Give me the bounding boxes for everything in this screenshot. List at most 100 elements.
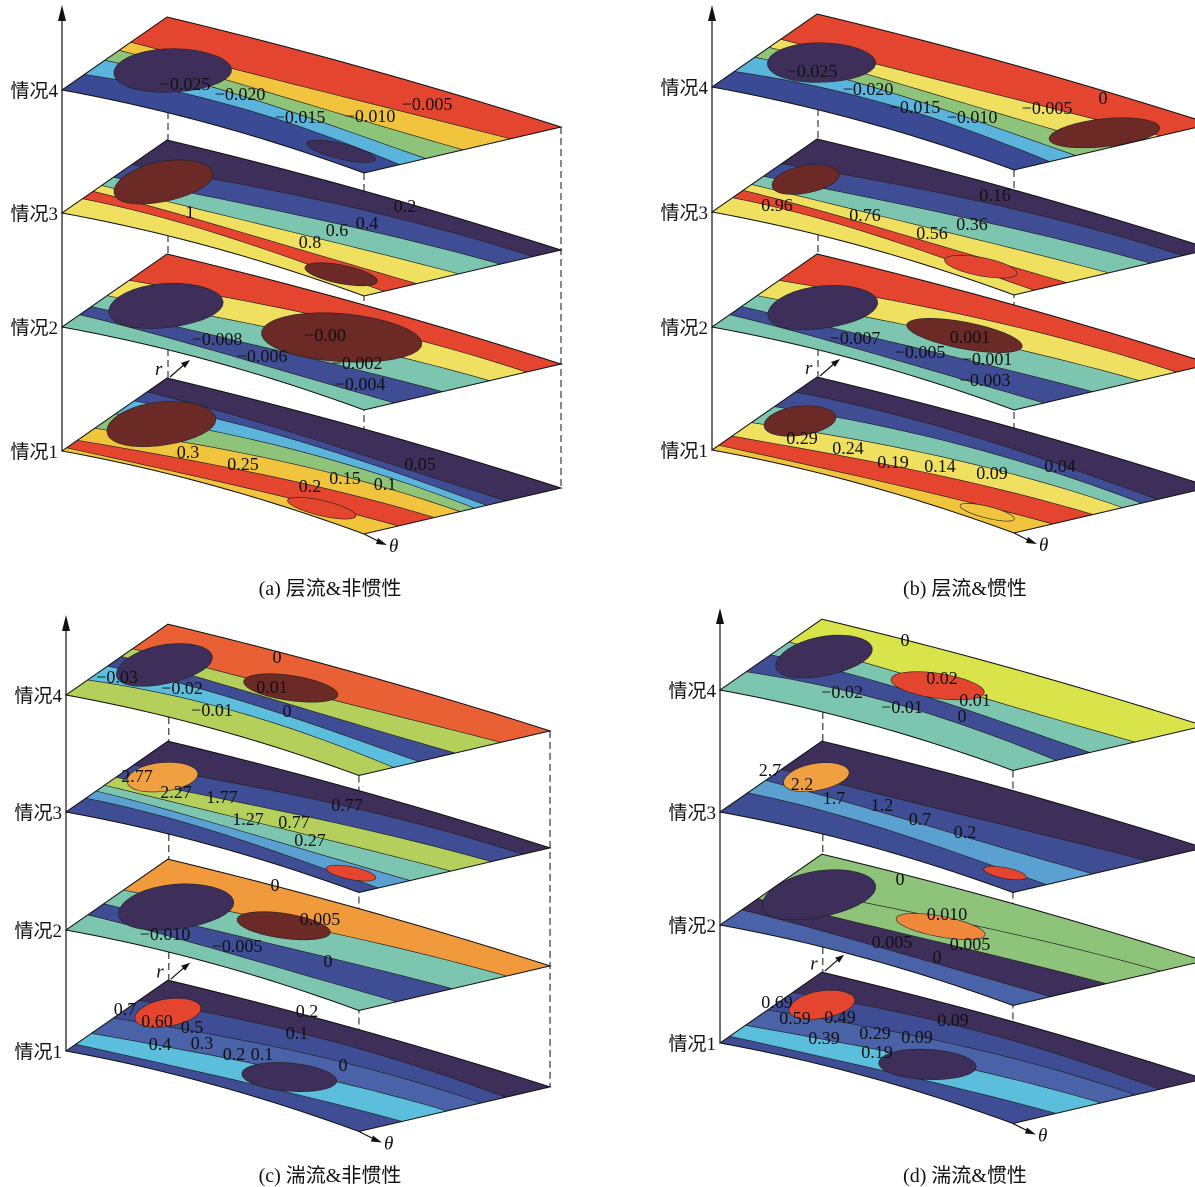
contour-value-label: −0.010 — [140, 924, 191, 944]
contour-value-label: 0 — [271, 875, 280, 895]
contour-spot — [959, 503, 1015, 522]
contour-value-label: 0.5 — [181, 1017, 204, 1037]
layer-outline — [710, 253, 1195, 411]
contour-value-label: 0.25 — [227, 454, 259, 474]
contour-core — [126, 761, 199, 793]
contour-value-label: −0.005 — [895, 342, 946, 362]
case-label: 情况3 — [668, 802, 716, 824]
contour-value-label: 0.6 — [326, 220, 349, 240]
case-label: 情况2 — [10, 317, 58, 339]
contour-value-label: −0.015 — [275, 107, 326, 127]
contour-layer — [710, 13, 1195, 171]
contour-value-label: 0.36 — [956, 214, 988, 234]
contour-core — [116, 643, 213, 687]
contour-value-label: 0.16 — [979, 185, 1011, 205]
contour-spot — [241, 1062, 338, 1092]
contour-layer — [718, 853, 1195, 1007]
contour-value-label: −0.02 — [821, 682, 863, 702]
contour-layer — [64, 979, 552, 1133]
contour-value-label: 0.4 — [149, 1034, 172, 1054]
arrowhead-icon — [1026, 537, 1037, 544]
contour-value-label: 2.27 — [160, 782, 192, 802]
panel-caption: (a) 层流&非惯性 — [259, 577, 402, 600]
layer-outline — [60, 253, 563, 411]
contour-value-label: −0.010 — [947, 107, 998, 127]
contour-value-label: −0.007 — [830, 328, 881, 348]
contour-value-label: 0.24 — [832, 438, 864, 458]
contour-value-label: 0.60 — [141, 1011, 173, 1031]
contour-value-label: 0 — [339, 1055, 348, 1075]
contour-spot — [287, 496, 357, 520]
contour-value-label: 0 — [901, 630, 910, 650]
contour-spot — [306, 139, 376, 163]
contour-layer — [718, 740, 1195, 894]
panel-b: 情况1 0.29 0.24 0.19 0.14 0.09 0.04 情况2 −0.007 −0.0… — [660, 5, 1195, 600]
contour-value-label: 0.09 — [937, 1010, 969, 1030]
contour-spot — [243, 673, 339, 703]
contour-core — [767, 42, 876, 83]
case-label: 情况2 — [14, 920, 62, 942]
contour-value-label: 0 — [273, 647, 282, 667]
contour-value-label: 0 — [896, 869, 905, 889]
contour-value-label: 0.4 — [356, 213, 379, 233]
contour-value-label: 0.2 — [223, 1044, 246, 1064]
r-axis-label: r — [156, 961, 164, 982]
contour-value-label: 0.01 — [959, 690, 991, 710]
case-label: 情况3 — [10, 203, 58, 225]
contour-spot — [895, 913, 986, 940]
contour-layer — [718, 618, 1195, 772]
layer-outline — [710, 13, 1195, 171]
contour-value-label: −0.003 — [960, 370, 1011, 390]
contour-core — [771, 164, 840, 195]
layer-outline — [60, 16, 563, 174]
contour-value-label: 0.1 — [286, 1023, 309, 1043]
contour-layer — [64, 858, 552, 1012]
contour-layer — [64, 740, 552, 894]
panel-caption: (b) 层流&惯性 — [903, 577, 1027, 600]
arrowhead-icon — [831, 359, 840, 367]
panel-caption: (d) 湍流&惯性 — [903, 1164, 1027, 1187]
contour-value-label: 1.7 — [823, 788, 846, 808]
contour-value-label: −0.025 — [787, 61, 838, 81]
case-label: 情况3 — [660, 202, 708, 224]
contour-layer — [60, 377, 563, 535]
panel-caption: (c) 湍流&非惯性 — [259, 1164, 402, 1187]
contour-layer — [718, 971, 1195, 1125]
r-axis-label: r — [805, 358, 813, 379]
layer-outline — [718, 971, 1195, 1125]
contour-spot — [325, 864, 377, 882]
layer-outline — [64, 740, 552, 894]
contour-core — [108, 282, 224, 329]
arrowhead-icon — [181, 360, 190, 368]
contour-value-label: 0.02 — [926, 668, 958, 688]
contour-spot — [944, 254, 1018, 279]
contour-layer — [64, 623, 552, 777]
case-label: 情况1 — [668, 1033, 716, 1055]
contour-spot — [304, 262, 378, 287]
contour-spot — [983, 865, 1027, 881]
contour-value-label: −0.00 — [304, 325, 346, 345]
contour-value-label: 0.3 — [191, 1033, 214, 1053]
contour-value-label: 0.77 — [278, 812, 310, 832]
contour-spot — [236, 911, 331, 941]
layer-outline — [64, 623, 552, 777]
contour-layer — [710, 253, 1195, 411]
contour-value-label: 0 — [1099, 88, 1108, 108]
contour-layer — [60, 139, 563, 297]
contour-value-label: −0.02 — [161, 678, 203, 698]
arrowhead-icon — [370, 1135, 382, 1143]
r-axis-label: r — [810, 953, 818, 974]
contour-value-label: −0.020 — [843, 79, 894, 99]
contour-value-label: 0.2 — [296, 1001, 319, 1021]
contour-value-label: 1.2 — [871, 795, 894, 815]
contour-core — [113, 159, 214, 205]
contour-value-label: 0.15 — [329, 468, 361, 488]
contour-layer — [710, 376, 1195, 534]
axis-arrow-icon — [708, 5, 716, 21]
contour-value-label: −0.015 — [890, 97, 941, 117]
contour-value-label: 0 — [283, 701, 292, 721]
contour-value-label: −0.005 — [1022, 98, 1073, 118]
arrowhead-icon — [835, 954, 845, 963]
contour-value-label: 0.05 — [404, 454, 436, 474]
